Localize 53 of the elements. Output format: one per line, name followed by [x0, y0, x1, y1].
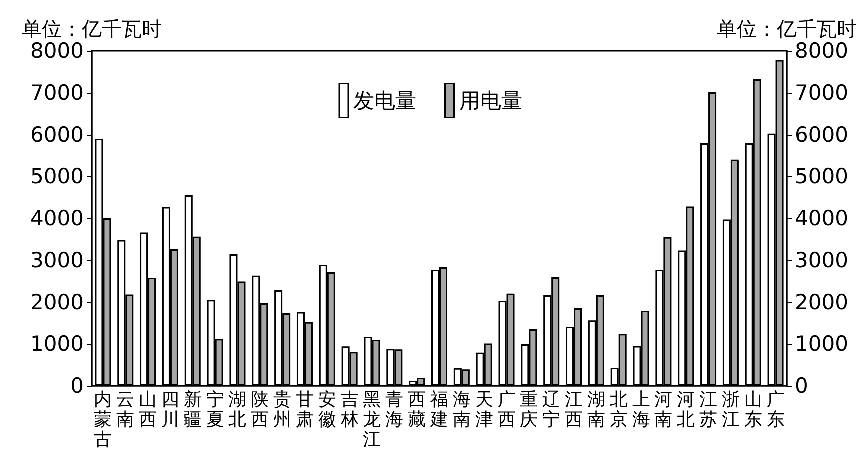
y-tick-label: 8000: [30, 39, 84, 63]
y2-tick-label: 7000: [795, 80, 848, 105]
y2-tick-label: 4000: [795, 206, 848, 230]
x-tick-label: 山东: [744, 390, 762, 430]
x-tick-label: 广东: [766, 390, 785, 430]
y2-tick-label: 2000: [795, 290, 848, 314]
x-tick-label: 浙江: [722, 390, 740, 430]
y2-tick-label: 0: [795, 374, 808, 398]
x-tick-label: 河南: [654, 390, 673, 430]
x-tick-label: 福建: [430, 390, 448, 430]
x-tick-label: 辽宁: [542, 390, 561, 430]
x-tick-label: 西藏: [408, 390, 426, 430]
x-tick-label: 海南: [452, 390, 471, 430]
x-tick-label: 上海: [632, 390, 650, 430]
x-tick-label: 黑龙江: [363, 390, 382, 450]
x-tick-label: 湖南: [587, 390, 606, 430]
y2-tick-label: 3000: [795, 248, 848, 272]
x-tick-label: 甘肃: [296, 390, 314, 430]
x-tick-label: 湖北: [228, 390, 247, 430]
x-tick-label: 云南: [116, 390, 135, 430]
y2-tick-label: 1000: [795, 332, 848, 356]
y-tick-label: 0: [70, 374, 84, 398]
x-tick-label: 山西: [139, 390, 158, 430]
x-tick-label: 天津: [475, 390, 494, 430]
x-tick-label: 江苏: [700, 390, 718, 430]
x-tick-label: 新疆: [184, 390, 202, 430]
y-tick-label: 1000: [30, 332, 84, 356]
x-tick-label: 青海: [386, 390, 404, 430]
x-tick-label: 河北: [677, 390, 696, 430]
y-tick-label: 6000: [30, 122, 84, 147]
y-tick-label: 3000: [30, 248, 84, 272]
y-tick-label: 7000: [30, 80, 84, 105]
x-tick-label: 贵州: [274, 390, 292, 430]
x-tick-label: 内蒙古: [94, 390, 112, 450]
y-tick-label: 4000: [30, 206, 84, 230]
x-tick-label: 吉林: [340, 390, 359, 430]
y2-tick-label: 6000: [795, 122, 848, 147]
y2-tick-label: 8000: [795, 39, 848, 63]
x-tick-label: 陕西: [251, 390, 270, 430]
x-tick-label: 安徽: [318, 390, 336, 430]
x-tick-label: 广西: [498, 390, 516, 430]
y2-tick-label: 5000: [795, 164, 848, 189]
y2-axis-title: 单位：亿千瓦时: [717, 17, 857, 41]
legend-label: 发电量: [354, 88, 416, 113]
x-tick-label: 北京: [610, 390, 628, 430]
x-tick-label: 江西: [565, 390, 584, 430]
x-tick-label: 重庆: [520, 390, 538, 430]
y-tick-label: 5000: [30, 164, 84, 189]
x-tick-label: 宁夏: [206, 390, 224, 430]
legend-label: 用电量: [459, 88, 522, 113]
x-tick-label: 四川: [161, 390, 180, 430]
y-tick-label: 2000: [30, 290, 84, 314]
y-axis-title: 单位：亿千瓦时: [22, 17, 162, 41]
